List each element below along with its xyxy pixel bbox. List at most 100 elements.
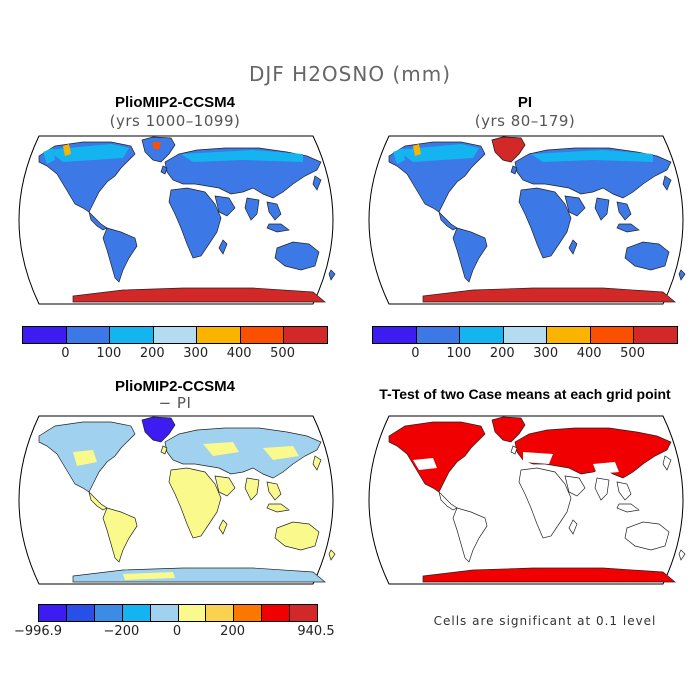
map-pliomip2-africa: [168, 187, 222, 259]
colorbar-difference-tick-label: −996.9: [13, 624, 63, 639]
map-pliomip2-seasia: [266, 201, 282, 221]
map-pi-centralAmerica: [438, 210, 458, 231]
colorbar-pi-tick-label: 100: [446, 346, 472, 361]
colorbar-difference-swatch: [66, 605, 95, 621]
colorbar-pliomip2-swatch: [110, 327, 154, 343]
map-difference-centralAmerica: [88, 490, 108, 511]
colorbar-difference-swatch: [206, 605, 235, 621]
map-pliomip2-centralAmerica: [88, 210, 108, 231]
map-ttest-india: [594, 477, 610, 501]
map-difference-africa: [168, 467, 222, 539]
map-difference-greenland: [141, 416, 176, 443]
colorbar-pliomip2-swatch: [23, 327, 67, 343]
panel2-subtitle: (yrs 80–179): [474, 112, 576, 130]
colorbar-difference-tick-label: −200: [103, 624, 140, 639]
map-ttest-northAmerica: [388, 421, 486, 493]
map-difference-patches: [73, 442, 299, 580]
map-ttest-madagascar: [568, 519, 578, 535]
panel3-subtitle: − PI: [158, 394, 192, 412]
colorbar-difference-tick-label: 940.5: [297, 624, 335, 639]
map-pi-africa: [518, 187, 572, 259]
map-difference: [18, 415, 336, 585]
colorbar-pliomip2-tick-label: 300: [183, 346, 209, 361]
colorbar-pi-swatch: [416, 327, 461, 343]
map-pi: [368, 135, 686, 305]
colorbar-pliomip2-swatch: [240, 327, 285, 343]
map-pi-nz: [678, 269, 686, 281]
colorbar-difference-swatch: [94, 605, 123, 621]
figure-title: DJF H2OSNO (mm): [249, 62, 451, 86]
map-ttest-japan: [662, 455, 672, 471]
map-pi-arabia: [564, 195, 586, 217]
map-pi-southAmerica: [452, 227, 488, 283]
map-pliomip2-antarctica: [72, 287, 326, 303]
colorbar-pi-tick-label: 0: [411, 346, 420, 361]
colorbar-pi-tick-label: 200: [489, 346, 515, 361]
map-pliomip2-uk: [160, 165, 168, 175]
colorbar-pi-swatch: [503, 327, 548, 343]
map-difference-madagascar: [218, 519, 228, 535]
map-difference-australia: [274, 521, 320, 551]
map-pi-indonesia: [616, 223, 640, 233]
colorbar-pliomip2-tick-label: 400: [226, 346, 252, 361]
colorbar-pi-swatch: [634, 327, 678, 343]
map-pliomip2-india: [244, 197, 260, 221]
colorbar-pi-ticks: 0 100 200 300 400 500: [372, 346, 676, 362]
map-difference-india: [244, 477, 260, 501]
colorbar-difference-swatch: [150, 605, 179, 621]
map-pliomip2-madagascar: [218, 239, 228, 255]
map-ttest-indonesia: [616, 503, 640, 513]
map-pi-australia: [624, 241, 670, 271]
map-ttest-antarctica: [422, 567, 676, 583]
map-ttest-arabia: [564, 475, 586, 497]
map-pliomip2-nz: [328, 269, 336, 281]
colorbar-difference-swatch: [39, 605, 67, 621]
colorbar-pi-tick-label: 500: [620, 346, 645, 361]
map-pi-india: [594, 197, 610, 221]
colorbar-pliomip2-ticks: 0 100 200 300 400 500: [22, 346, 326, 362]
colorbar-pi-swatch: [590, 327, 635, 343]
colorbar-pi-swatch: [547, 327, 591, 343]
colorbar-difference-swatch: [290, 605, 318, 621]
colorbar-difference-ticks: −996.9 −200 0 200 940.5: [14, 624, 335, 640]
colorbar-pi-tick-label: 400: [576, 346, 602, 361]
map-difference-arabia: [214, 475, 236, 497]
map-ttest-eurasia: [514, 427, 672, 479]
map-pi-japan: [662, 175, 672, 191]
colorbar-pliomip2-swatch: [153, 327, 198, 343]
map-pi-uk: [510, 165, 518, 175]
map-pliomip2-snow-bands: [43, 142, 303, 164]
map-pi-antarctica: [422, 287, 676, 303]
panel1-subtitle: (yrs 1000–1099): [109, 112, 241, 130]
map-difference-eurasia: [164, 427, 322, 479]
colorbar-pliomip2-swatch: [197, 327, 241, 343]
map-ttest-africa: [518, 467, 572, 539]
panel3-title: PlioMIP2-CCSM4: [114, 378, 235, 395]
colorbar-difference-tick-label: 0: [172, 624, 182, 639]
colorbar-pliomip2-swatch: [284, 327, 328, 343]
map-ttest-greenland: [491, 416, 526, 443]
map-difference-nz: [328, 549, 336, 561]
map-pi-seasia: [616, 201, 632, 221]
map-difference-southAmerica: [102, 507, 138, 563]
map-ttest-uk: [510, 445, 518, 455]
map-ttest-australia: [624, 521, 670, 551]
map-difference-indonesia: [266, 503, 290, 513]
significance-note: Cells are significant at 0.1 level: [433, 614, 657, 628]
map-pi-snow-bands: [393, 136, 653, 164]
map-pliomip2-arabia: [214, 195, 236, 217]
colorbar-difference-swatch: [262, 605, 291, 621]
panel2-title: PI: [517, 94, 533, 111]
map-ttest-nz: [678, 549, 686, 561]
colorbar-pliomip2-tick-label: 200: [139, 346, 165, 361]
panel4-title: T-Test of two Case means at each grid po…: [379, 386, 671, 402]
map-pliomip2-japan: [312, 175, 322, 191]
map-pi-madagascar: [568, 239, 578, 255]
map-difference-uk: [160, 445, 168, 455]
colorbar-difference-swatch: [178, 605, 207, 621]
map-ttest-seasia: [616, 481, 632, 501]
colorbar-difference: [38, 604, 318, 622]
map-pliomip2-australia: [274, 241, 320, 271]
map-ttest-nonsignificant-gaps: [413, 452, 619, 474]
map-difference-japan: [312, 455, 322, 471]
